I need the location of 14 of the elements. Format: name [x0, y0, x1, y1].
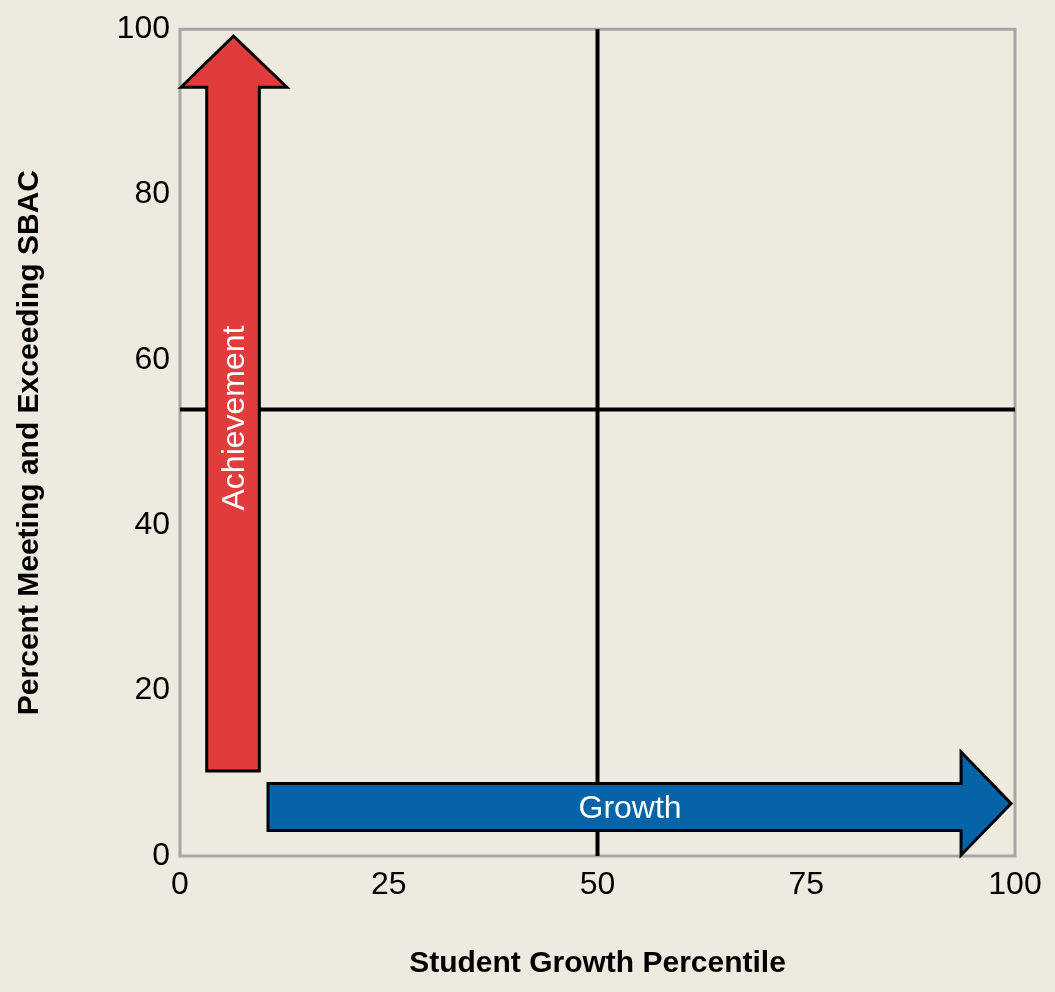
- y-tick-label: 80: [134, 174, 170, 211]
- annotation: Achievement: [214, 325, 252, 511]
- y-tick-label: 60: [134, 339, 170, 376]
- x-tick-label: 75: [788, 865, 825, 902]
- x-axis-title: Student Growth Percentile: [409, 945, 786, 979]
- y-tick-label: 0: [152, 835, 170, 872]
- y-tick-label: 20: [134, 670, 170, 707]
- x-tick-label: 25: [370, 865, 407, 902]
- x-tick-label: 100: [988, 865, 1042, 902]
- y-tick-label: 100: [116, 9, 170, 46]
- y-axis-title: Percent Meeting and Exceeding SBAC: [11, 170, 45, 716]
- annotation: Growth: [578, 788, 682, 826]
- y-tick-label: 40: [134, 505, 170, 542]
- x-tick-label: 50: [579, 865, 616, 902]
